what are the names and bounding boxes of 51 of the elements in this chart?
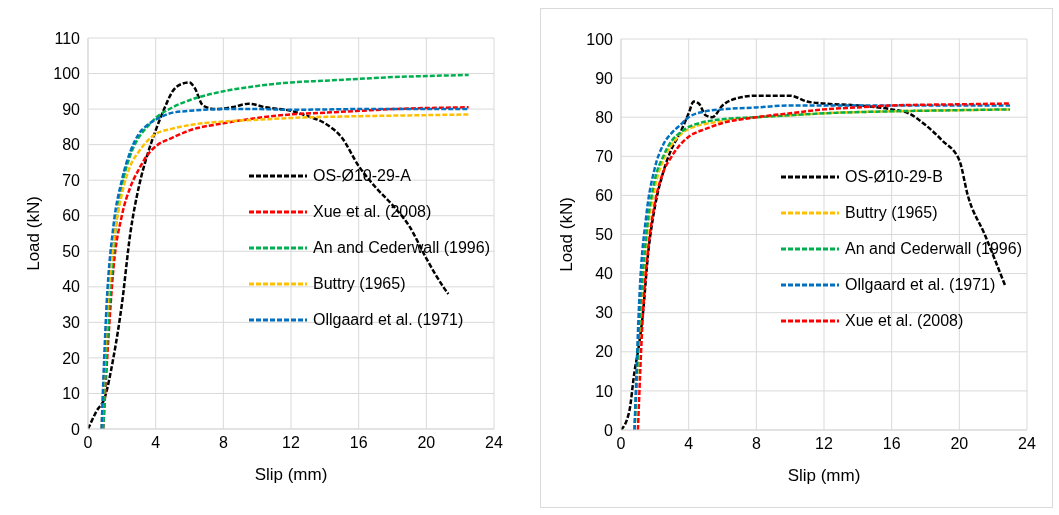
y-tick-label: 70 [595, 147, 614, 165]
x-axis-title: Slip (mm) [787, 466, 861, 485]
legend-label: An and Cederwall (1996) [845, 240, 1022, 258]
x-tick-label: 12 [282, 434, 300, 452]
x-tick-label: 0 [616, 435, 626, 453]
y-axis-title: Load (kN) [557, 197, 577, 272]
y-tick-label: 10 [595, 382, 614, 400]
y-tick-label: 60 [595, 187, 614, 205]
y-tick-label: 10 [62, 385, 81, 403]
y-tick-label: 60 [62, 207, 81, 225]
y-tick-label: 110 [54, 29, 81, 47]
x-tick-label: 20 [417, 434, 436, 452]
legend-label: An and Cederwall (1996) [313, 239, 490, 257]
y-tick-label: 90 [62, 100, 81, 118]
y-tick-label: 0 [604, 421, 614, 439]
y-tick-label: 40 [62, 278, 81, 296]
x-tick-label: 8 [218, 434, 228, 452]
y-tick-label: 100 [586, 30, 614, 48]
legend-label: Buttry (1965) [313, 275, 406, 293]
x-tick-label: 16 [349, 434, 368, 452]
y-tick-label: 70 [62, 171, 81, 189]
x-tick-label: 24 [485, 434, 503, 452]
x-tick-label: 4 [684, 435, 694, 453]
x-tick-label: 8 [751, 435, 761, 453]
x-axis-title: Slip (mm) [254, 465, 328, 484]
y-tick-label: 90 [595, 69, 614, 87]
legend-label: OS-Ø10-29-B [845, 168, 943, 186]
y-tick-label: 30 [595, 304, 614, 322]
y-tick-label: 20 [62, 349, 81, 367]
y-tick-label: 50 [595, 226, 614, 244]
x-tick-label: 4 [151, 434, 161, 452]
legend-label: OS-Ø10-29-A [313, 167, 411, 185]
y-tick-label: 40 [595, 265, 614, 283]
y-tick-label: 0 [71, 420, 81, 438]
legend-label: Buttry (1965) [845, 204, 938, 222]
y-tick-label: 80 [62, 136, 81, 154]
y-tick-label: 20 [595, 343, 614, 361]
legend-label: Ollgaard et al. (1971) [313, 311, 464, 329]
y-tick-label: 30 [62, 314, 81, 332]
y-axis-title: Load (kN) [24, 196, 44, 271]
y-tick-label: 80 [595, 108, 614, 126]
y-tick-label: 50 [62, 242, 81, 260]
legend-label: Xue et al. (2008) [845, 312, 964, 330]
x-tick-label: 0 [83, 434, 93, 452]
x-tick-label: 16 [882, 435, 901, 453]
legend-label: Xue et al. (2008) [313, 203, 432, 221]
x-tick-label: 20 [950, 435, 969, 453]
legend-label: Ollgaard et al. (1971) [845, 276, 996, 294]
x-tick-label: 24 [1018, 435, 1036, 453]
x-tick-label: 12 [815, 435, 833, 453]
y-tick-label: 100 [53, 65, 81, 83]
